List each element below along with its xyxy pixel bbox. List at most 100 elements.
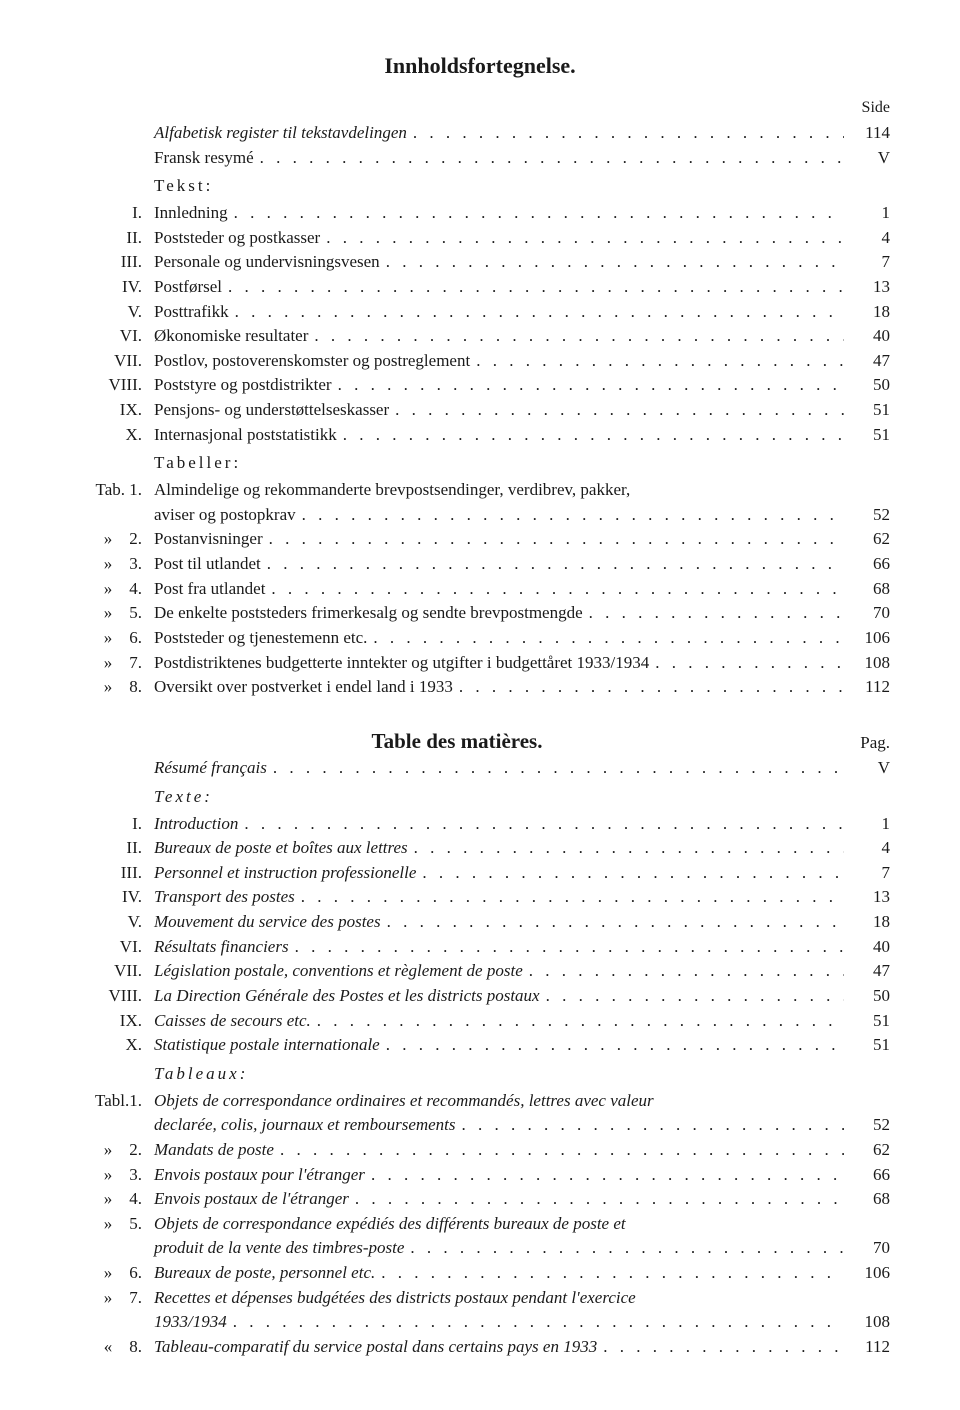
toc-page: 1 <box>844 812 890 837</box>
toc-row: IX.Caisses de secours etc.51 <box>70 1009 890 1034</box>
pre-no-block: Alfabetisk register til tekstavdelingen 1… <box>70 121 890 170</box>
toc-row: VII.Législation postale, conventions et … <box>70 959 890 984</box>
toc-label: Fransk resymé <box>154 146 254 171</box>
toc-page: 4 <box>844 836 890 861</box>
toc-prefix: X. <box>70 423 154 448</box>
toc-page: 51 <box>844 1009 890 1034</box>
toc-label: aviser og postopkrav <box>154 503 296 528</box>
toc-page: 7 <box>844 861 890 886</box>
toc-prefix: VI. <box>70 935 154 960</box>
toc-prefix: Tabl.1. <box>70 1089 154 1114</box>
toc-row: VII.Postlov, postoverenskomster og postr… <box>70 349 890 374</box>
toc-page: 40 <box>844 324 890 349</box>
toc-label: Mandats de poste <box>154 1138 274 1163</box>
toc-label: Innledning <box>154 201 228 226</box>
toc-leader <box>332 373 844 398</box>
toc-label: Personale og undervisningsvesen <box>154 250 380 275</box>
toc-row: V.Mouvement du service des postes18 <box>70 910 890 935</box>
toc-row: Alfabetisk register til tekstavdelingen 1… <box>70 121 890 146</box>
toc-leader <box>296 503 844 528</box>
texte-list: I.Introduction1II.Bureaux de poste et bo… <box>70 812 890 1058</box>
toc-prefix: « 8. <box>70 1335 154 1360</box>
toc-leader <box>349 1187 844 1212</box>
toc-row-cont: aviser og postopkrav 52 <box>70 503 890 528</box>
toc-label: Post til utlandet <box>154 552 261 577</box>
toc-leader <box>597 1335 844 1360</box>
toc-row: » 7.Recettes et dépenses budgétées des d… <box>70 1286 890 1311</box>
toc-prefix: IV. <box>70 885 154 910</box>
pre-fr-block: Résumé français V <box>70 756 890 781</box>
toc-page: 52 <box>844 503 890 528</box>
toc-prefix: VII. <box>70 959 154 984</box>
toc-prefix: III. <box>70 250 154 275</box>
toc-row: » 5.De enkelte poststeders frimerkesalg … <box>70 601 890 626</box>
toc-page: 50 <box>844 984 890 1009</box>
toc-prefix: » 4. <box>70 577 154 602</box>
toc-label: Postdistriktenes budgetterte inntekter o… <box>154 651 649 676</box>
toc-label: Objets de correspondance ordinaires et r… <box>154 1089 654 1114</box>
toc-page: 66 <box>844 552 890 577</box>
toc-page: 70 <box>844 601 890 626</box>
toc-page: 40 <box>844 935 890 960</box>
toc-label: Pensjons- og understøttelseskasser <box>154 398 389 423</box>
toc-row: Résumé français V <box>70 756 890 781</box>
toc-row: » 7.Postdistriktenes budgetterte inntekt… <box>70 651 890 676</box>
toc-label: Postførsel <box>154 275 222 300</box>
toc-label: Posttrafikk <box>154 300 229 325</box>
toc-page: 108 <box>844 651 890 676</box>
toc-prefix: » 8. <box>70 675 154 700</box>
toc-prefix: I. <box>70 201 154 226</box>
toc-row: IV.Postførsel13 <box>70 275 890 300</box>
toc-leader <box>337 423 844 448</box>
toc-leader <box>227 1310 844 1335</box>
toc-label: Législation postale, conventions et règl… <box>154 959 523 984</box>
toc-leader <box>265 577 844 602</box>
tekst-heading: Tekst: <box>154 174 213 199</box>
toc-row: Fransk resyméV <box>70 146 890 171</box>
toc-prefix: » 3. <box>70 1163 154 1188</box>
page-label-no: Side <box>70 96 890 119</box>
toc-leader <box>311 1009 844 1034</box>
toc-leader <box>229 300 844 325</box>
toc-row: Tabl.1.Objets de correspondance ordinair… <box>70 1089 890 1114</box>
toc-label: Poststyre og postdistrikter <box>154 373 332 398</box>
toc-label: Almindelige og rekommanderte brevpostsen… <box>154 478 630 503</box>
toc-page: 114 <box>844 121 890 146</box>
toc-label: Bureaux de poste et boîtes aux lettres <box>154 836 408 861</box>
toc-leader <box>295 885 844 910</box>
toc-label: Personnel et instruction professionelle <box>154 861 416 886</box>
toc-row: VIII.Poststyre og postdistrikter50 <box>70 373 890 398</box>
toc-label: La Direction Générale des Postes et les … <box>154 984 540 1009</box>
heading-fr: Table des matières. <box>70 726 844 756</box>
toc-prefix: » 7. <box>70 1286 154 1311</box>
toc-page: V <box>844 756 890 781</box>
toc-page: 50 <box>844 373 890 398</box>
toc-leader <box>456 1113 844 1138</box>
toc-row: » 5.Objets de correspondance expédiés de… <box>70 1212 890 1237</box>
toc-label: Résumé français <box>154 756 267 781</box>
toc-label: Introduction <box>154 812 238 837</box>
toc-row: Tab. 1.Almindelige og rekommanderte brev… <box>70 478 890 503</box>
toc-row: » 3.Envois postaux pour l'étranger66 <box>70 1163 890 1188</box>
toc-page: 108 <box>844 1310 890 1335</box>
toc-prefix: » 4. <box>70 1187 154 1212</box>
toc-prefix: » 7. <box>70 651 154 676</box>
toc-row: » 4.Post fra utlandet68 <box>70 577 890 602</box>
toc-leader <box>381 910 844 935</box>
toc-row: II.Poststeder og postkasser4 <box>70 226 890 251</box>
toc-leader <box>453 675 844 700</box>
toc-leader <box>320 226 844 251</box>
toc-page: 51 <box>844 1033 890 1058</box>
toc-label: declarée, colis, journaux et rembourseme… <box>154 1113 456 1138</box>
toc-row-cont: 1933/1934108 <box>70 1310 890 1335</box>
texte-heading-row: Texte: <box>70 785 890 810</box>
toc-leader <box>380 250 844 275</box>
toc-row: VIII.La Direction Générale des Postes et… <box>70 984 890 1009</box>
toc-label: Alfabetisk register til tekstavdelingen <box>154 121 407 146</box>
toc-leader <box>238 812 844 837</box>
toc-label: Poststeder og tjenestemenn etc. <box>154 626 367 651</box>
toc-label: Envois postaux de l'étranger <box>154 1187 349 1212</box>
toc-page: 47 <box>844 959 890 984</box>
toc-leader <box>365 1163 844 1188</box>
toc-prefix: » 3. <box>70 552 154 577</box>
